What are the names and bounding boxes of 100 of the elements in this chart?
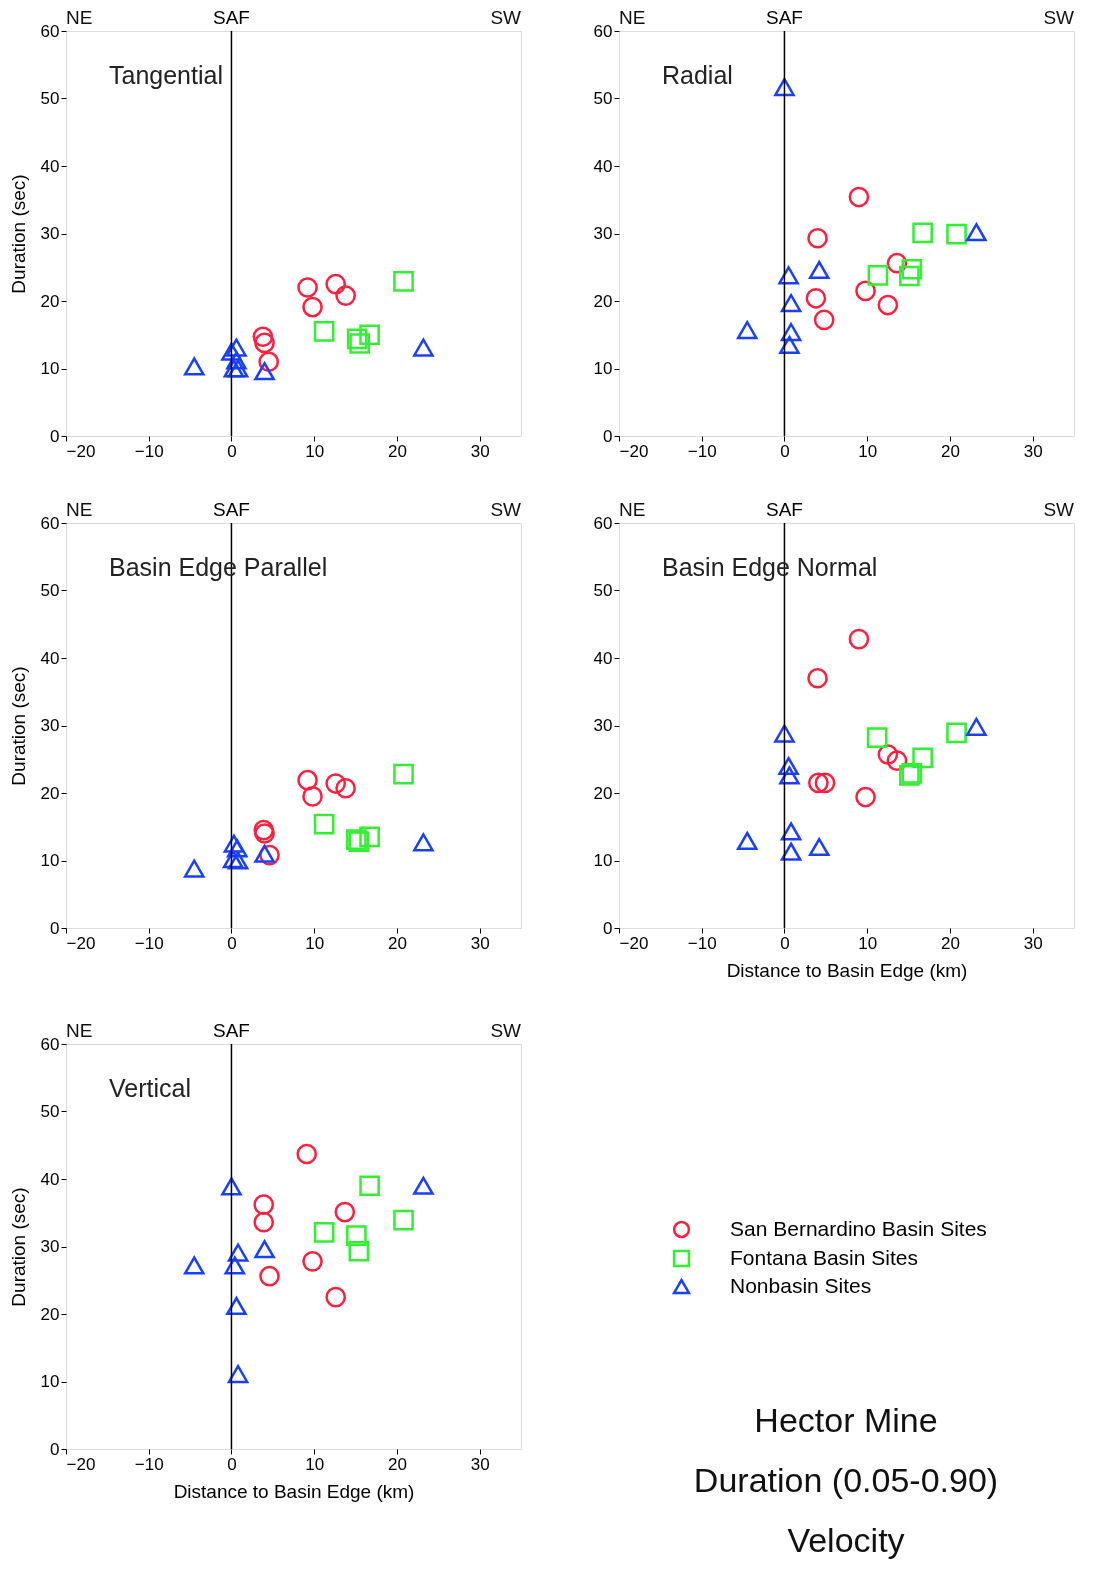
y-tick-label: 30	[40, 1237, 60, 1256]
x-tick-label: 30	[1023, 441, 1043, 461]
y-tick-label: 50	[593, 581, 613, 600]
y-tick-label: 10	[593, 851, 613, 870]
point	[253, 1211, 275, 1233]
point	[848, 186, 870, 208]
x-tick-label: 10	[305, 441, 325, 461]
point	[325, 273, 347, 295]
ref-line-label: SAF	[765, 499, 803, 520]
y-axis-title: Duration (sec)	[7, 1187, 29, 1307]
point	[183, 859, 205, 878]
point	[807, 227, 828, 249]
point	[302, 1251, 323, 1272]
text: NE	[619, 7, 646, 28]
y-tick-label: 60	[40, 21, 60, 41]
point	[946, 722, 967, 744]
y-tick-label: 0	[603, 426, 613, 446]
x-tick-label: 10	[858, 933, 878, 953]
point	[325, 773, 347, 794]
x-tick-label: 20	[387, 933, 407, 953]
point	[223, 834, 245, 853]
x-tick-label: 0	[780, 441, 790, 461]
y-tick-label: 60	[593, 21, 613, 41]
point	[221, 342, 242, 361]
point	[183, 1256, 205, 1275]
y-tick-label: 20	[593, 783, 613, 803]
y-tick-label: 50	[40, 581, 60, 600]
text: SW	[490, 499, 522, 520]
y-tick-label: 50	[40, 1102, 60, 1121]
point	[813, 309, 835, 331]
point	[297, 277, 318, 298]
legend-label: Fontana Basin Sites	[730, 1245, 918, 1269]
y-tick-label: 10	[40, 851, 60, 870]
ref-line-label: SAF	[212, 7, 250, 28]
x-tick-label: −10	[134, 933, 164, 953]
point	[296, 1143, 318, 1165]
point	[778, 756, 799, 776]
point	[779, 335, 800, 354]
point	[779, 766, 800, 785]
text: NE	[66, 1020, 93, 1041]
point	[946, 223, 967, 245]
point	[848, 628, 870, 650]
point	[807, 667, 828, 689]
point	[349, 333, 371, 354]
ref-line-label: SAF	[212, 1020, 250, 1041]
y-tick-label: 60	[593, 513, 613, 533]
y-tick-label: 0	[50, 1439, 60, 1459]
point	[227, 1364, 249, 1384]
y-tick-label: 40	[593, 156, 613, 176]
y-tick-label: 30	[593, 716, 613, 735]
y-axis-title: Duration (sec)	[7, 666, 29, 786]
y-tick-label: 10	[593, 359, 613, 378]
point	[254, 362, 275, 381]
text: Hector Mine	[754, 1401, 938, 1439]
x-tick-label: −20	[66, 1454, 96, 1474]
point	[393, 763, 414, 785]
y-tick-label: 40	[40, 648, 60, 668]
point	[901, 258, 923, 280]
point	[335, 777, 356, 799]
y-tick-label: 0	[50, 426, 60, 446]
point	[227, 1243, 249, 1262]
point	[226, 351, 247, 370]
x-tick-label: 30	[470, 441, 490, 461]
point	[393, 1209, 414, 1231]
point	[774, 724, 795, 743]
point	[359, 826, 380, 848]
point	[297, 769, 318, 791]
y-tick-label: 40	[593, 648, 613, 668]
point	[866, 727, 888, 748]
point	[226, 1296, 247, 1316]
point	[252, 326, 274, 348]
x-tick-label: 0	[227, 441, 237, 461]
y-tick-label: 60	[40, 1034, 60, 1054]
point	[780, 842, 802, 861]
y-tick-label: 40	[40, 156, 60, 176]
point	[223, 359, 245, 378]
x-tick-label: −20	[619, 441, 649, 461]
point	[183, 357, 205, 376]
ref-line-label: SAF	[212, 499, 250, 520]
point	[335, 285, 356, 306]
text: NE	[619, 499, 646, 520]
x-tick-label: 10	[858, 441, 878, 461]
x-tick-label: 30	[470, 1454, 490, 1474]
text: Duration (0.05-0.90)	[693, 1461, 999, 1499]
point	[258, 351, 280, 373]
point	[313, 321, 335, 342]
point	[814, 772, 836, 794]
text: NE	[66, 7, 93, 28]
text: NE	[66, 499, 93, 520]
y-tick-label: 20	[40, 783, 60, 803]
text: SW	[1043, 7, 1075, 28]
x-tick-label: 30	[470, 933, 490, 953]
point	[736, 320, 758, 340]
point	[877, 294, 899, 316]
point	[912, 222, 933, 244]
y-tick-label: 30	[40, 224, 60, 243]
point	[253, 1194, 275, 1215]
ref-line-label: SAF	[765, 7, 803, 28]
text: Tangential	[109, 61, 223, 89]
x-tick-label: −10	[134, 441, 164, 461]
